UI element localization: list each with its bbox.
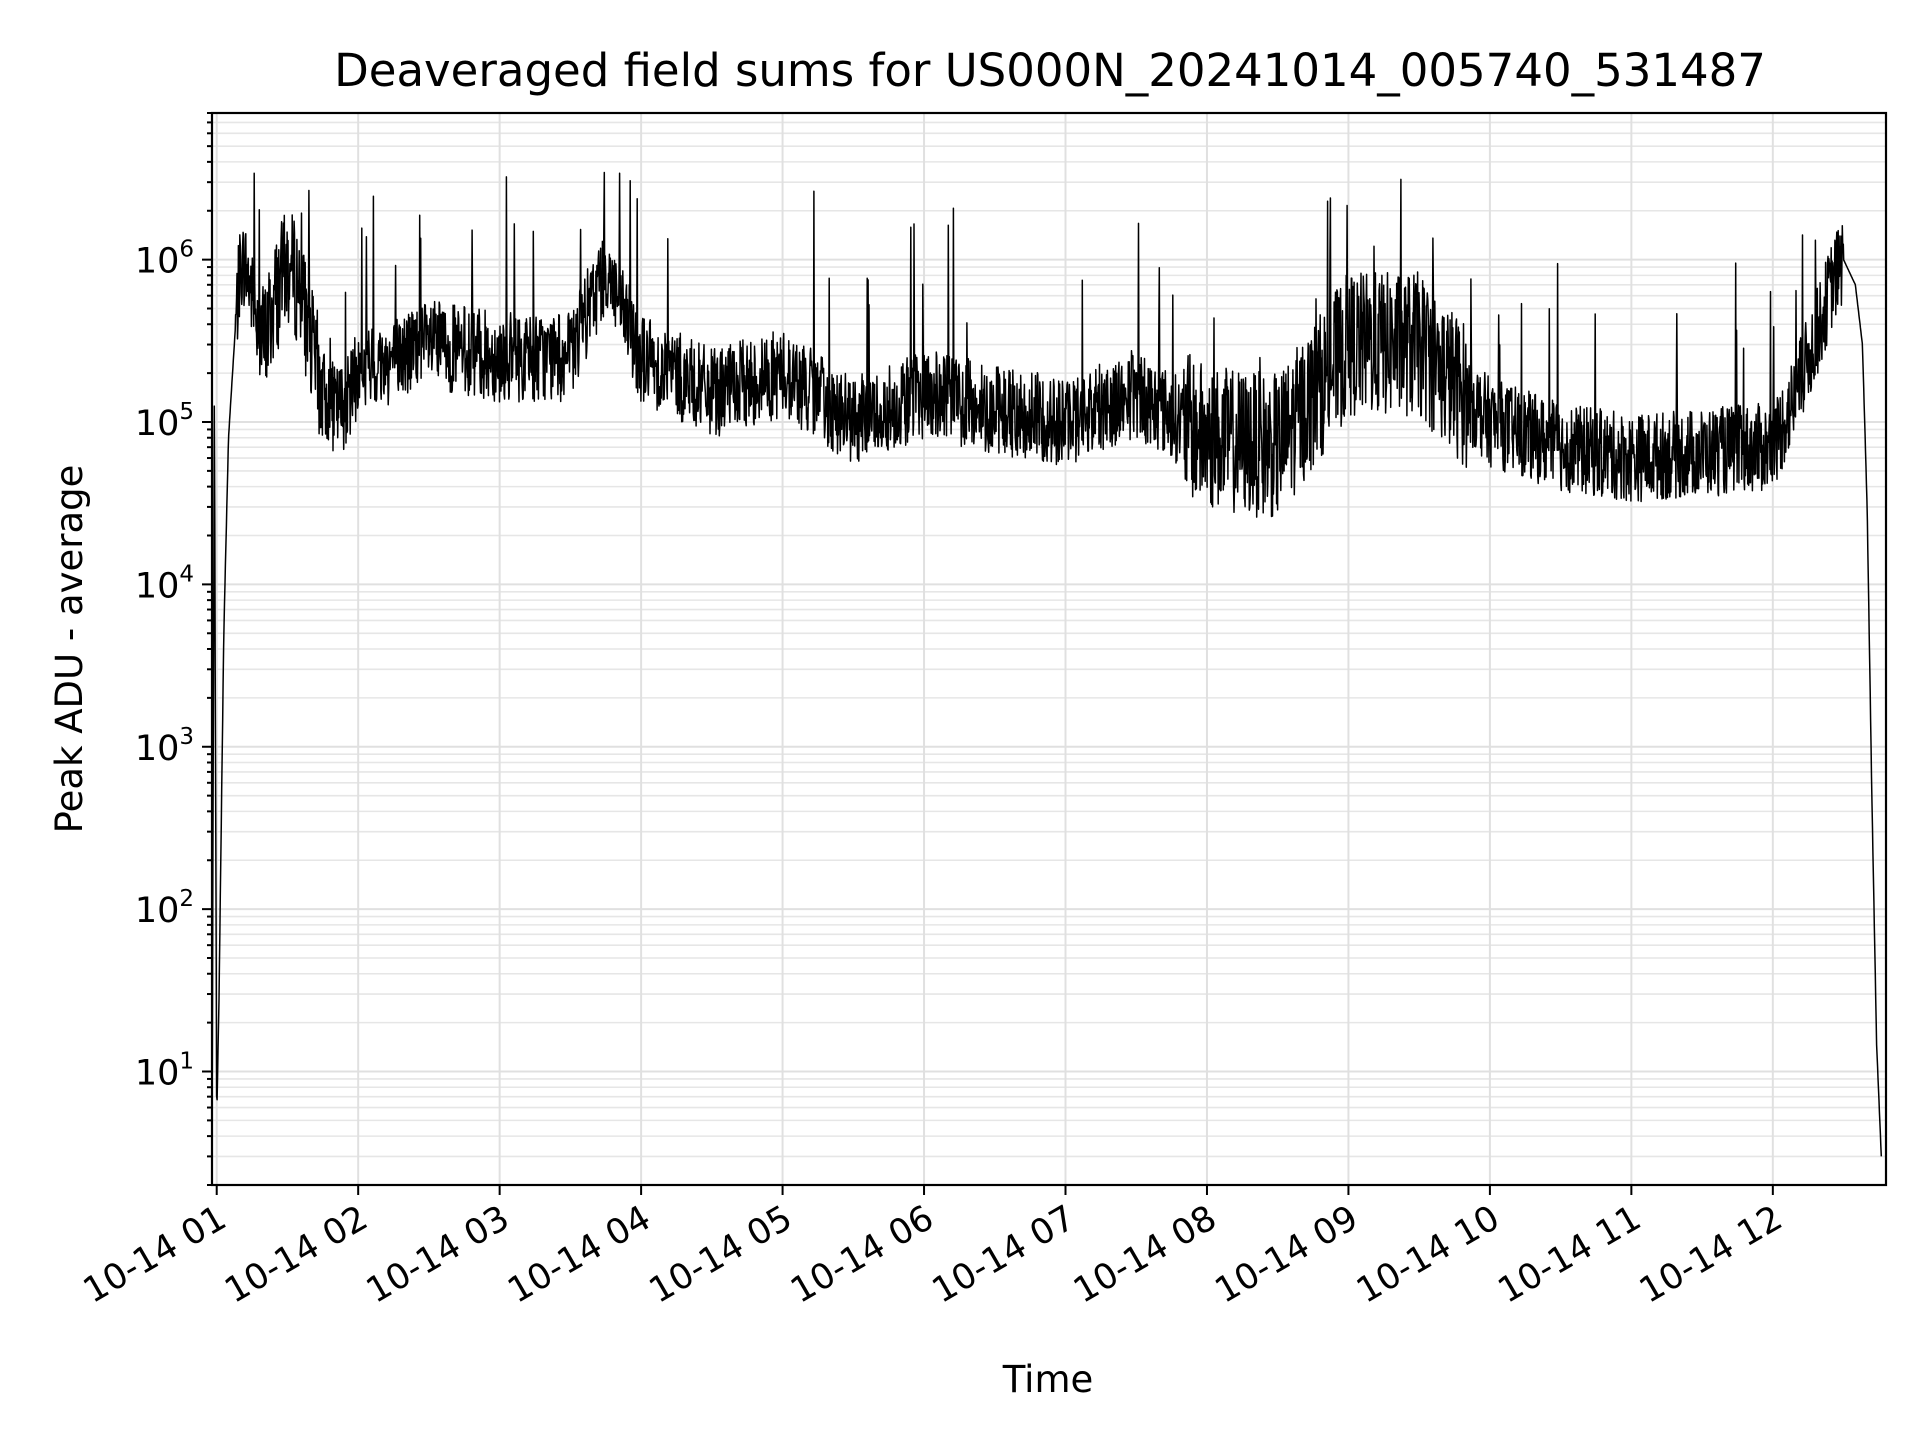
y-tick-label: 106 xyxy=(135,237,194,282)
y-tick-label: 103 xyxy=(135,724,194,769)
y-axis: 101 102 103 104 105 106 xyxy=(135,112,212,1186)
y-tick-label: 102 xyxy=(135,886,194,931)
y-axis-label: Peak ADU - average xyxy=(48,465,91,834)
series-line xyxy=(211,171,1883,1157)
series-layer xyxy=(211,171,1883,1157)
x-axis-label: Time xyxy=(1002,1358,1094,1401)
y-tick-label: 104 xyxy=(135,561,194,606)
y-tick-label: 105 xyxy=(135,399,194,444)
chart-title: Deaveraged field sums for US000N_2024101… xyxy=(334,44,1766,97)
y-tick-label: 101 xyxy=(135,1049,194,1094)
